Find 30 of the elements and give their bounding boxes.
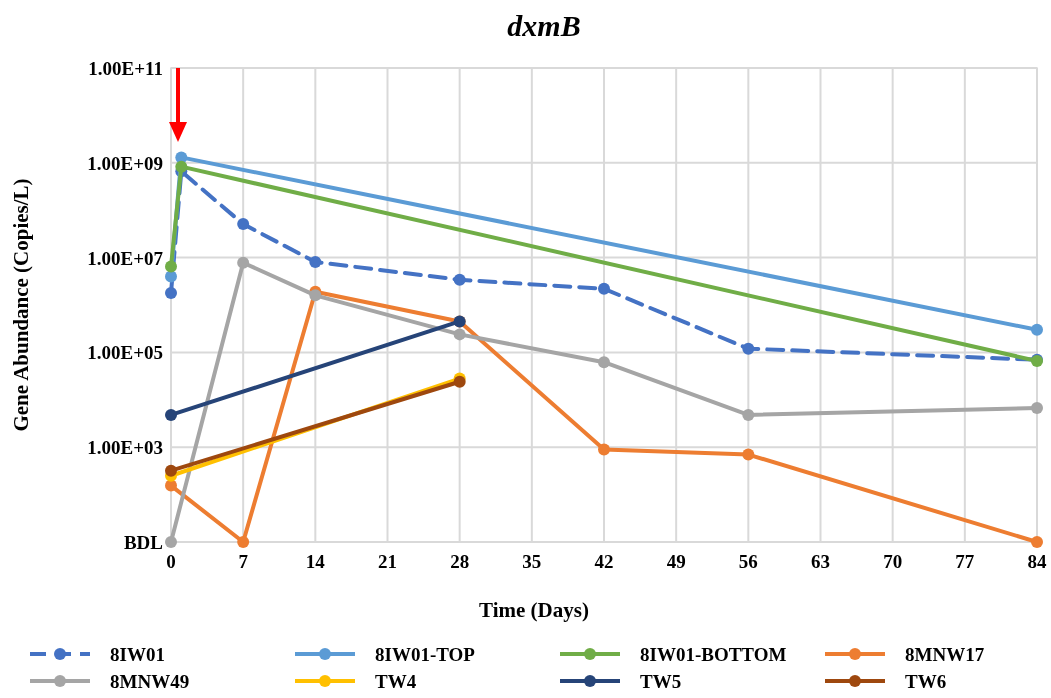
x-tick-label: 7 xyxy=(238,551,249,572)
legend-label: 8IW01-BOTTOM xyxy=(640,644,787,665)
y-tick-label: 1.00E+03 xyxy=(87,437,163,459)
y-tick-label: 1.00E+09 xyxy=(87,152,163,174)
y-tick-label: 1.00E+05 xyxy=(87,342,163,364)
x-tick-label: 56 xyxy=(738,551,758,572)
legend-label: 8MNW49 xyxy=(110,671,190,692)
legend-label: TW5 xyxy=(640,671,682,692)
x-tick-label: 21 xyxy=(378,551,397,572)
y-tick-label: 1.00E+07 xyxy=(87,247,164,269)
x-tick-label: 70 xyxy=(883,551,903,572)
x-tick-label: 63 xyxy=(811,551,830,572)
x-tick-label: 28 xyxy=(450,551,470,572)
chart-title: dxmB xyxy=(507,9,581,42)
x-tick-label: 77 xyxy=(955,551,975,572)
legend-label: 8IW01-TOP xyxy=(375,644,476,665)
x-tick-label: 84 xyxy=(1027,551,1047,572)
y-tick-label: BDL xyxy=(123,532,163,553)
legend-label: TW4 xyxy=(375,671,417,692)
y-tick-label: 1.00E+11 xyxy=(88,58,163,79)
x-tick-label: 0 xyxy=(166,551,176,572)
legend-label: 8IW01 xyxy=(110,644,165,665)
legend-label: 8MNW17 xyxy=(905,644,985,665)
legend-label: TW6 xyxy=(905,671,947,692)
x-axis-title: Time (Days) xyxy=(479,598,589,622)
x-tick-label: 14 xyxy=(305,551,326,572)
x-tick-label: 42 xyxy=(594,551,614,572)
x-tick-label: 49 xyxy=(666,551,686,572)
y-axis-title: Gene Abundance (Copies/L) xyxy=(9,178,33,432)
x-tick-label: 35 xyxy=(522,551,542,572)
